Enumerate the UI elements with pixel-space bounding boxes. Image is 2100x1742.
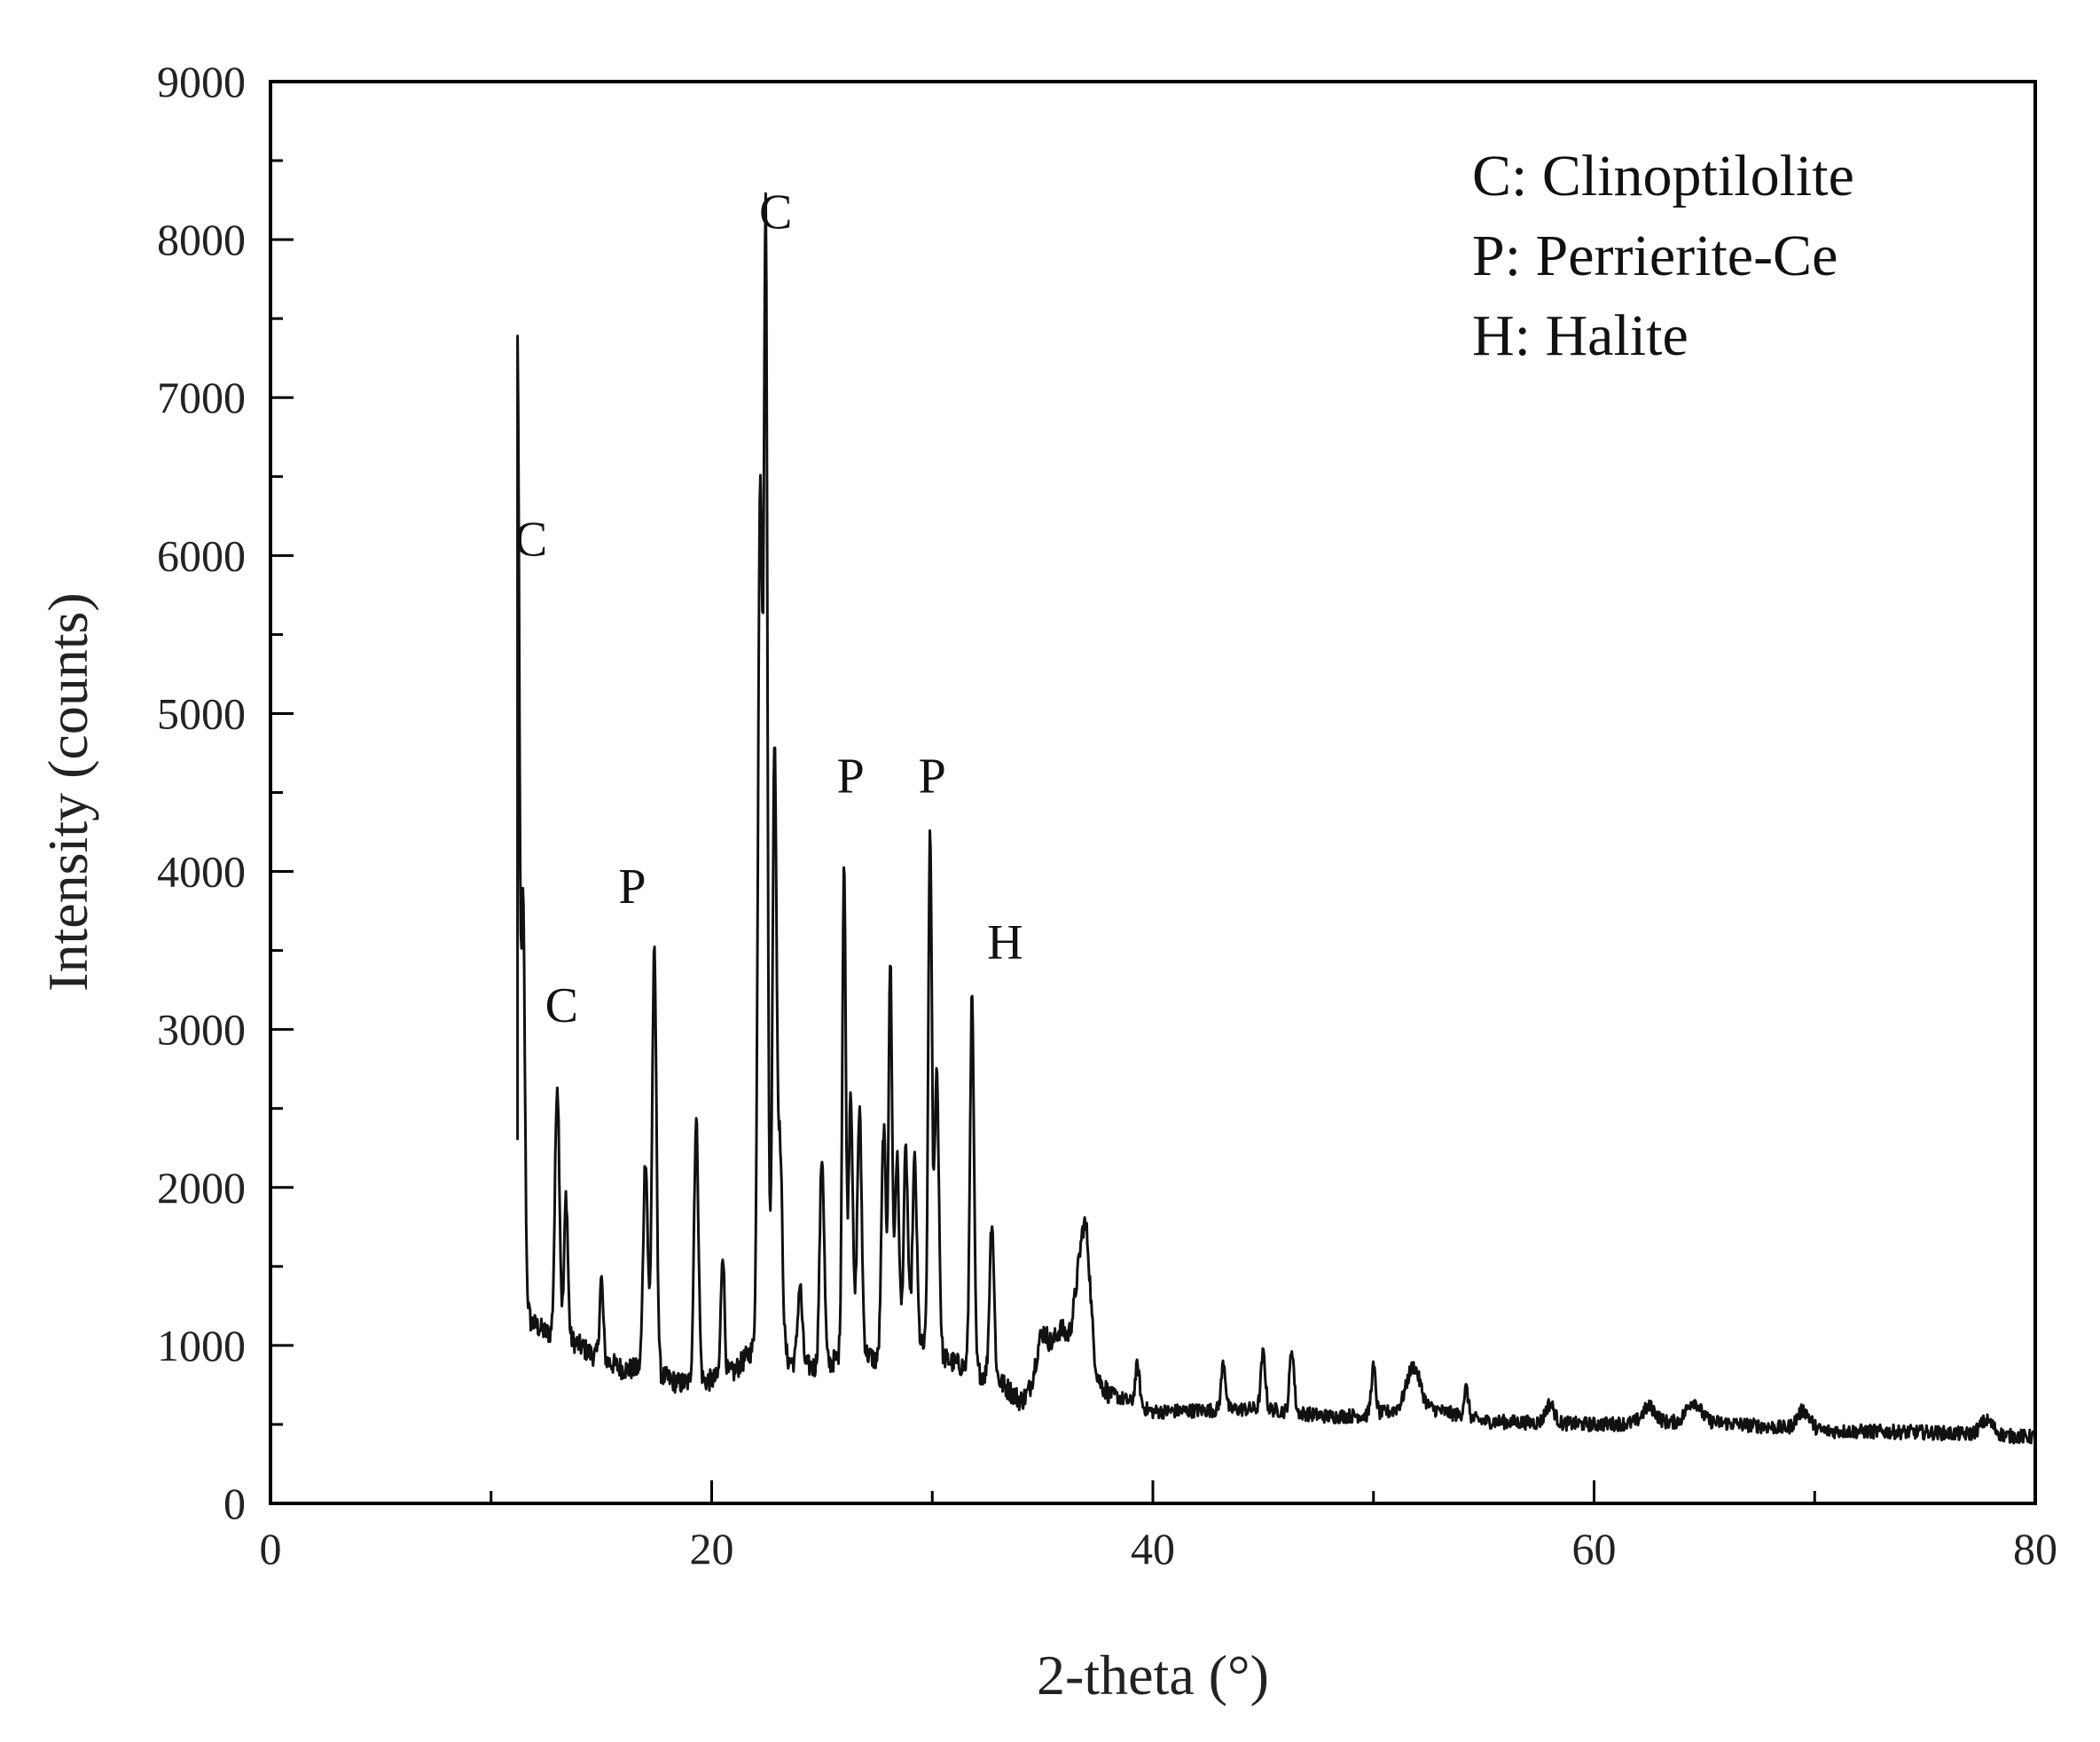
y-tick-label: 3000 bbox=[157, 1005, 246, 1055]
x-tick-label: 20 bbox=[690, 1524, 734, 1573]
legend-entry-perrierite: P: Perrierite-Ce bbox=[1472, 224, 1838, 288]
x-axis-label: 2-theta (°) bbox=[1037, 1644, 1269, 1707]
legend-entry-halite: H: Halite bbox=[1472, 303, 1689, 368]
y-tick-label: 8000 bbox=[157, 215, 246, 264]
y-axis-label: Intensity (counts) bbox=[36, 592, 99, 992]
peak-label-C: C bbox=[514, 512, 547, 567]
x-axis-ticks: 0 20 40 60 80 bbox=[260, 1480, 2057, 1573]
series-line-xrd-pattern bbox=[516, 192, 2037, 1445]
y-tick-label: 7000 bbox=[157, 373, 246, 422]
y-axis-ticks: 0 1000 2000 3000 4000 5000 6000 7000 8000 9000 bbox=[157, 57, 294, 1528]
legend: C: Clinoptilolite P: Perrierite-Ce H: Ha… bbox=[1472, 144, 1854, 368]
peak-label-P: P bbox=[618, 859, 646, 914]
x-tick-label: 80 bbox=[2013, 1524, 2057, 1573]
peak-label-P: P bbox=[919, 749, 946, 804]
y-tick-label: 4000 bbox=[157, 847, 246, 897]
peak-label-C: C bbox=[545, 978, 578, 1033]
peak-label-P: P bbox=[837, 749, 865, 804]
x-tick-label: 60 bbox=[1572, 1524, 1617, 1573]
legend-entry-clinoptilolite: C: Clinoptilolite bbox=[1472, 144, 1854, 208]
x-tick-label: 40 bbox=[1131, 1524, 1175, 1573]
peak-label-C: C bbox=[759, 185, 792, 240]
y-tick-label: 9000 bbox=[157, 57, 246, 106]
y-tick-label: 2000 bbox=[157, 1163, 246, 1212]
y-tick-label: 0 bbox=[223, 1479, 246, 1528]
y-tick-label: 6000 bbox=[157, 530, 246, 580]
peak-label-H: H bbox=[987, 915, 1023, 970]
plot-frame bbox=[269, 80, 2037, 1505]
y-tick-label: 1000 bbox=[157, 1321, 246, 1370]
y-tick-label: 5000 bbox=[157, 688, 246, 738]
x-tick-label: 0 bbox=[260, 1524, 282, 1573]
